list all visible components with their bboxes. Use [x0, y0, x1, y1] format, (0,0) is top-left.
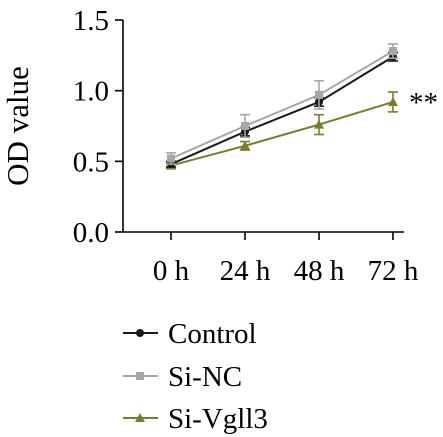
x-axis: 0 h 24 h 48 h 72 h [123, 231, 419, 287]
legend-item-si-vgll3: Si-Vgll3 [123, 403, 268, 435]
x-tick-label: 48 h [294, 255, 345, 287]
x-tick-label: 72 h [368, 255, 419, 287]
significance-annotation: ** [409, 87, 438, 119]
legend-label: Si-NC [168, 361, 242, 393]
legend-marker [135, 413, 145, 422]
y-tick-label: 0.0 [73, 217, 109, 249]
data-point [240, 140, 250, 150]
legend-item-control: Control [123, 318, 257, 350]
legend: Control Si-NC Si-Vgll3 [123, 318, 268, 435]
data-point [314, 119, 324, 129]
x-tick-label: 0 h [153, 255, 190, 287]
annotation-layer: ** [409, 87, 438, 119]
legend-marker [136, 329, 144, 337]
y-tick-label: 0.5 [73, 146, 109, 178]
y-tick-label: 1.0 [73, 76, 109, 108]
data-point [389, 47, 397, 56]
data-point [388, 96, 398, 106]
series-line [170, 101, 394, 167]
series-layer [166, 43, 398, 170]
y-axis-label: OD value [0, 66, 35, 186]
data-point [241, 122, 249, 130]
legend-label: Si-Vgll3 [168, 403, 268, 435]
legend-marker [136, 372, 144, 380]
series-si-vgll3 [166, 91, 398, 170]
legend-item-si-nc: Si-NC [123, 361, 242, 393]
legend-label: Control [168, 318, 257, 350]
series-line [170, 55, 394, 166]
data-point [167, 154, 175, 163]
x-tick-label: 24 h [220, 255, 271, 287]
y-tick-label: 1.5 [73, 5, 109, 37]
y-axis: 0.0 0.5 1.0 1.5 [73, 5, 124, 249]
series-line [170, 50, 394, 160]
data-point [315, 90, 323, 99]
series-si-nc [166, 43, 398, 165]
